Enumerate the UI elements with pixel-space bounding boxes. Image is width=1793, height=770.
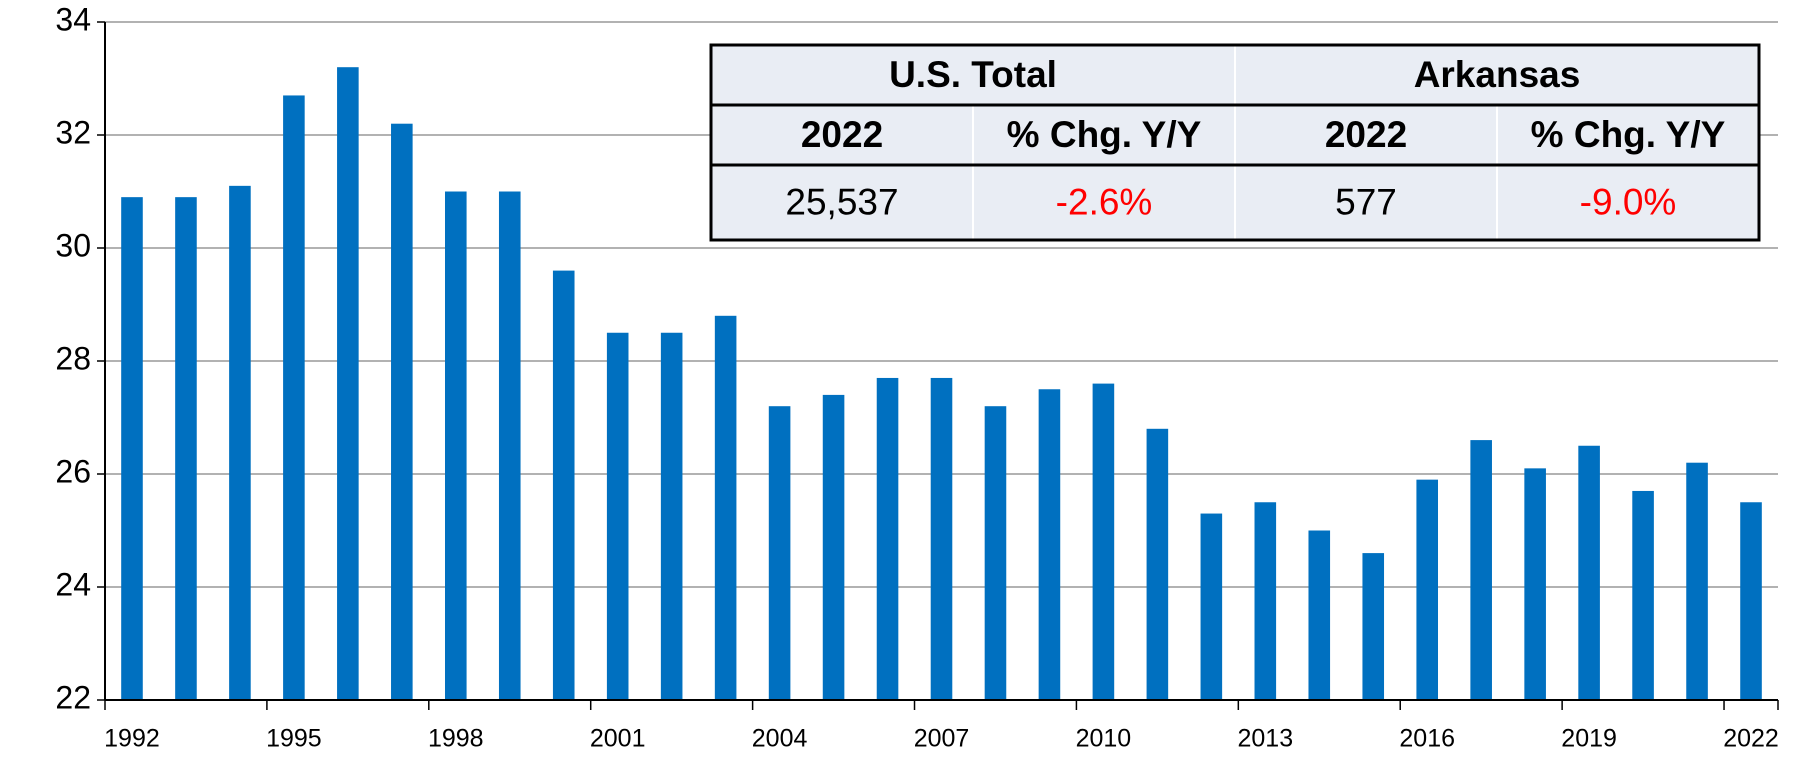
y-tick-label: 28 [55,340,91,376]
bar [391,123,413,700]
bar [1200,513,1223,700]
table-column: 2022 [1325,114,1407,155]
y-tick-label: 26 [55,453,91,489]
table-column: % Chg. Y/Y [1007,114,1202,155]
x-tick-label: 2007 [914,725,970,753]
table-cell: -9.0% [1580,181,1677,222]
bar [1254,502,1277,700]
bar [1524,468,1546,700]
x-tick-label: 1995 [266,725,322,753]
table-group: Arkansas [1414,54,1581,95]
table-cell: 25,537 [785,181,898,222]
table-cell: -2.6% [1056,181,1153,222]
bar [984,406,1007,700]
bar [498,191,521,700]
bar [229,185,251,701]
bar [1686,462,1708,700]
bar [606,332,629,700]
bar [1578,445,1600,700]
y-tick-label: 22 [55,679,91,715]
y-tick-label: 24 [55,566,91,602]
table-group: U.S. Total [889,54,1057,95]
bar [175,197,197,700]
x-tick-label: 2004 [752,725,808,753]
bar [714,315,737,700]
table-column: % Chg. Y/Y [1531,114,1726,155]
bar [1038,389,1061,700]
bar [1362,553,1385,700]
bar [444,191,467,700]
bar [1416,479,1439,700]
y-tick-label: 34 [55,1,91,37]
y-tick-label: 32 [55,114,91,150]
bar [1308,530,1331,700]
x-tick-label: 2016 [1399,725,1455,753]
table-border [709,43,1761,242]
bar [768,406,791,700]
y-tick-label: 30 [55,227,91,263]
bar [283,95,305,700]
bar [822,394,845,700]
x-tick-label: 2013 [1237,725,1293,753]
bar [1740,502,1762,700]
x-tick-label: 2019 [1561,725,1617,753]
bar [876,377,899,700]
bar [337,67,359,700]
bar [930,377,953,700]
table-column: 2022 [801,114,883,155]
x-tick-label: 2022 [1723,725,1779,753]
bar [1632,490,1654,700]
bar [1146,428,1169,700]
bar [1092,383,1115,700]
bar [121,197,143,700]
table-cell: 577 [1335,181,1397,222]
bar [552,270,575,700]
x-tick-label: 1998 [428,725,484,753]
bar [1470,440,1492,700]
x-tick-label: 2001 [590,725,646,753]
bar [660,332,683,700]
x-tick-label: 1992 [104,725,160,753]
x-tick-label: 2010 [1076,725,1132,753]
